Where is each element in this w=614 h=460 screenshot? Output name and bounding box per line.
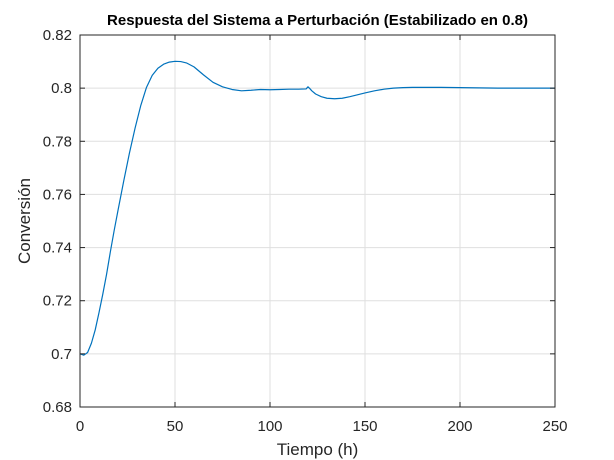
x-tick-label: 100 bbox=[257, 418, 282, 435]
plot-frame bbox=[79, 34, 556, 408]
y-tick-label: 0.78 bbox=[43, 133, 72, 150]
y-tick-label: 0.74 bbox=[43, 240, 72, 257]
y-tick-label: 0.72 bbox=[43, 293, 72, 310]
x-tick-label: 0 bbox=[76, 418, 84, 435]
y-tick-label: 0.68 bbox=[43, 399, 72, 416]
y-tick-label: 0.7 bbox=[51, 346, 72, 363]
y-tick-label: 0.82 bbox=[43, 27, 72, 44]
x-axis-label: Tiempo (h) bbox=[277, 440, 359, 459]
plot-area bbox=[80, 35, 555, 407]
y-tick-label: 0.76 bbox=[43, 186, 72, 203]
x-tick-label: 200 bbox=[447, 418, 472, 435]
y-tick-label: 0.8 bbox=[51, 80, 72, 97]
chart-title: Respuesta del Sistema a Perturbación (Es… bbox=[107, 12, 528, 29]
y-axis-label: Conversión bbox=[15, 178, 34, 264]
x-tick-label: 50 bbox=[167, 418, 184, 435]
x-tick-label: 250 bbox=[542, 418, 567, 435]
series-line-1 bbox=[79, 60, 555, 356]
axis-ticks: 0 50 100 150 200 250 0.68 0.7 0.72 0.74 0.76 0.78 0.… bbox=[43, 27, 568, 435]
series-layer bbox=[79, 60, 555, 356]
x-tick-label: 150 bbox=[352, 418, 377, 435]
